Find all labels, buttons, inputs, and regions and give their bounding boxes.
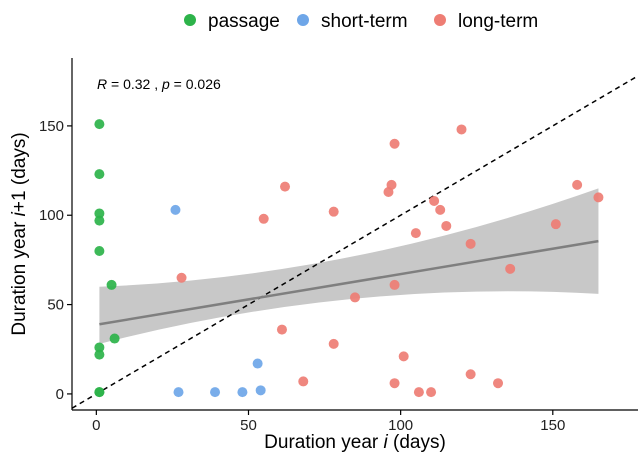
y-tick-label: 0 <box>56 386 64 403</box>
point-short-term <box>252 358 263 369</box>
legend: passage short-term long-term <box>184 11 538 32</box>
point-passage <box>109 333 120 344</box>
axes: 0 50 100 150 0 50 100 150 <box>39 58 638 434</box>
legend-item-short-term: short-term <box>297 11 408 32</box>
point-long-term <box>298 376 309 387</box>
point-long-term <box>389 138 400 149</box>
r-value: = 0.32 , <box>107 76 162 92</box>
point-long-term <box>456 124 467 135</box>
point-long-term <box>258 213 269 224</box>
point-long-term <box>398 351 409 362</box>
legend-label-short-term: short-term <box>321 11 408 32</box>
point-short-term <box>255 385 266 396</box>
point-long-term <box>435 204 446 215</box>
points-layer <box>94 119 604 398</box>
y-tick-label: 150 <box>39 118 64 135</box>
point-passage <box>94 342 105 353</box>
y-axis-title: Duration year i+1 (days) <box>9 132 30 335</box>
y-axis-title-suffix: +1 (days) <box>9 132 30 212</box>
x-tick-label: 100 <box>388 417 413 434</box>
point-passage <box>94 119 105 130</box>
point-passage <box>94 349 105 360</box>
point-long-term <box>386 179 397 190</box>
point-passage <box>94 387 105 398</box>
x-axis-title-prefix: Duration year <box>264 432 383 453</box>
legend-item-long-term: long-term <box>434 11 538 32</box>
y-tick-label: 100 <box>39 207 64 224</box>
point-long-term <box>426 387 437 398</box>
point-long-term <box>465 369 476 380</box>
point-passage <box>106 279 117 290</box>
x-tick-label: 150 <box>540 417 565 434</box>
point-long-term <box>328 338 339 349</box>
legend-item-passage: passage <box>184 11 280 32</box>
point-long-term <box>276 324 287 335</box>
point-long-term <box>350 292 360 303</box>
point-long-term <box>593 192 604 203</box>
legend-swatch-short-term <box>297 14 309 26</box>
plot-area <box>71 75 638 409</box>
point-long-term <box>465 238 476 249</box>
p-symbol: p <box>161 76 170 92</box>
point-long-term <box>493 378 504 389</box>
x-tick-label: 50 <box>240 417 257 434</box>
point-long-term <box>441 220 452 231</box>
r-symbol: R <box>97 76 107 92</box>
point-long-term <box>176 272 187 283</box>
legend-label-long-term: long-term <box>458 11 538 32</box>
series-long-term <box>176 124 604 398</box>
confidence-band <box>99 188 599 344</box>
point-long-term <box>328 206 339 217</box>
x-axis-title-var: i <box>384 432 389 453</box>
point-short-term <box>173 387 184 398</box>
point-long-term <box>410 228 421 239</box>
y-axis-title-prefix: Duration year <box>9 216 30 335</box>
point-long-term <box>572 179 583 190</box>
point-short-term <box>170 204 181 215</box>
point-long-term <box>389 279 400 290</box>
y-axis-title-var: i <box>9 211 30 216</box>
legend-swatch-passage <box>184 14 196 26</box>
point-long-term <box>429 195 440 206</box>
point-passage <box>94 215 105 226</box>
p-value: = 0.026 <box>170 76 221 92</box>
x-tick-label: 0 <box>92 417 100 434</box>
point-passage <box>94 245 105 256</box>
point-short-term <box>237 387 248 398</box>
point-short-term <box>210 387 221 398</box>
point-long-term <box>550 219 561 230</box>
x-axis-title: Duration year i (days) <box>264 432 446 453</box>
x-axis-title-suffix: (days) <box>388 432 446 453</box>
identity-line-layer <box>71 75 638 409</box>
legend-swatch-long-term <box>434 14 446 26</box>
correlation-annotation: R = 0.32 , p = 0.026 <box>97 76 221 92</box>
series-short-term <box>170 204 266 398</box>
point-long-term <box>280 181 291 192</box>
point-long-term <box>505 263 516 274</box>
legend-label-passage: passage <box>208 11 280 32</box>
point-long-term <box>413 387 424 398</box>
confidence-band-layer <box>99 188 599 344</box>
point-passage <box>94 208 105 219</box>
point-passage <box>94 169 105 180</box>
y-tick-label: 50 <box>47 297 64 314</box>
regression-line-layer <box>99 239 599 326</box>
series-passage <box>94 119 120 398</box>
point-long-term <box>389 378 400 389</box>
identity-line <box>71 75 638 409</box>
regression-line <box>99 239 599 326</box>
